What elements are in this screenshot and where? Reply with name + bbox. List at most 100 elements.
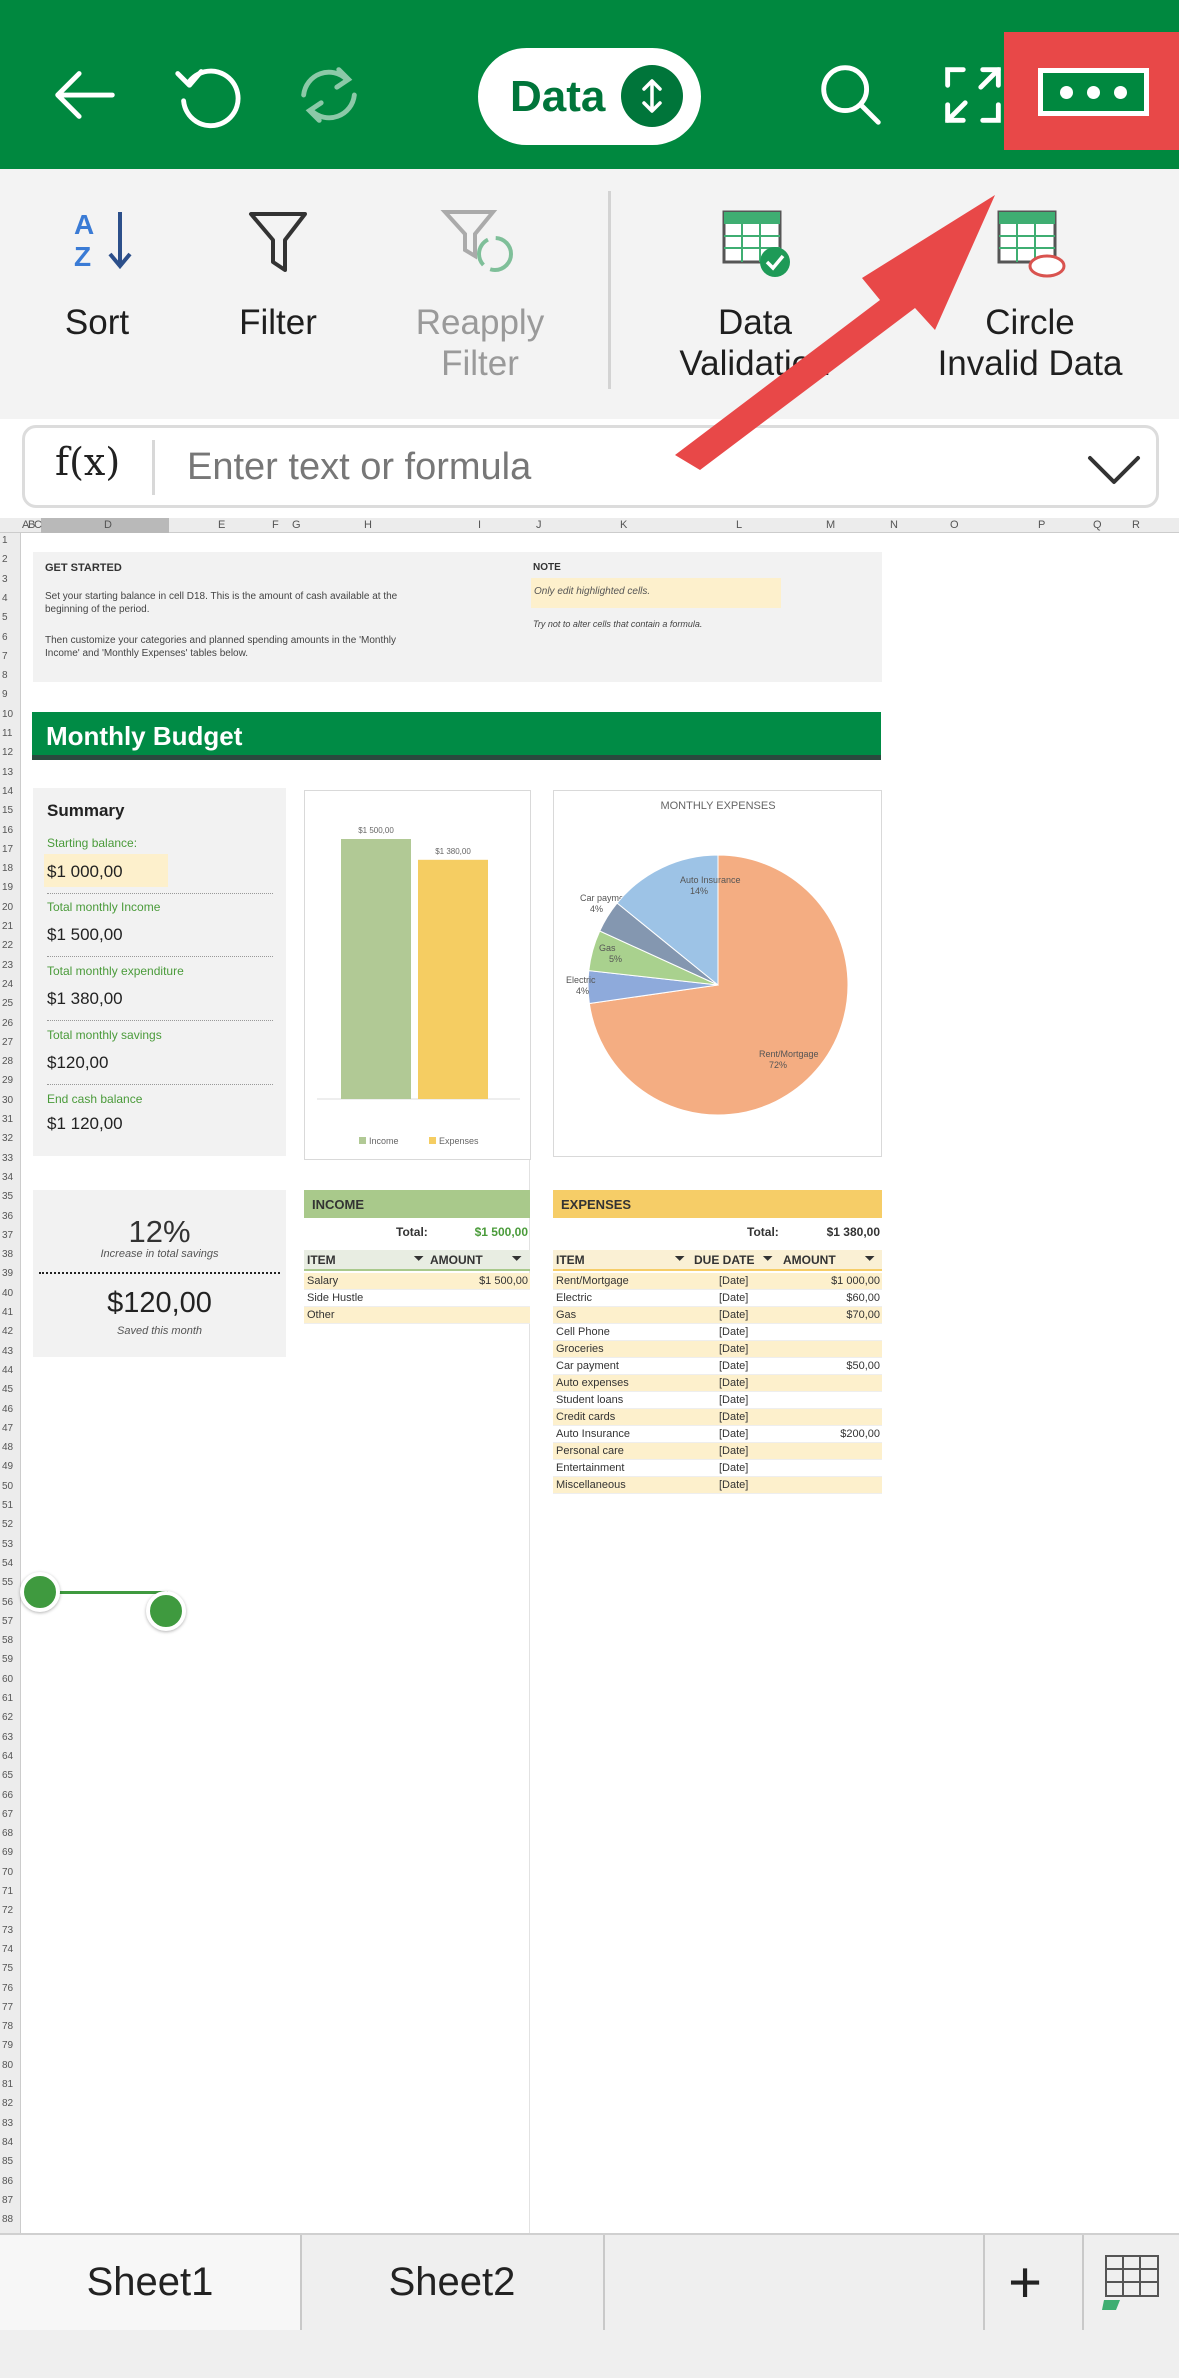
filter-dropdown-icon[interactable]: ⏷ [675,1251,685,1265]
redo-icon[interactable] [284,50,374,140]
row-header[interactable]: 77 [2,2001,14,2013]
starting-balance-cell[interactable] [44,854,168,887]
expense-row[interactable]: Miscellaneous [Date] [553,1477,882,1494]
row-header[interactable]: 57 [2,1615,14,1627]
column-header[interactable]: H [364,519,372,531]
row-header[interactable]: 88 [2,2214,14,2226]
add-sheet-icon[interactable]: + [1008,2250,1042,2315]
row-header[interactable]: 31 [2,1114,14,1125]
column-header[interactable]: P [1038,519,1046,531]
row-header[interactable]: 16 [2,824,14,836]
row-header[interactable]: 78 [2,2021,14,2033]
row-header[interactable]: 65 [2,1770,14,1782]
row-header[interactable]: 32 [2,1133,14,1145]
row-header[interactable]: 55 [2,1577,14,1589]
row-header[interactable]: 14 [2,785,14,797]
column-header[interactable]: B [28,519,36,531]
row-header[interactable]: 81 [2,2079,14,2090]
expense-row[interactable]: Personal care [Date] [553,1443,882,1460]
tab-sheet1[interactable]: Sheet1 [0,2235,300,2330]
income-row[interactable]: Side Hustle [304,1290,530,1307]
ribbon-tab-selector[interactable]: Data [478,48,701,145]
row-header[interactable]: 17 [2,843,14,855]
expense-row[interactable]: Electric [Date] $60,00 [553,1290,882,1307]
row-header[interactable]: 21 [2,921,14,932]
row-header[interactable]: 87 [2,2194,14,2206]
fullscreen-icon[interactable] [928,50,1018,140]
chevron-down-icon[interactable] [1086,444,1142,492]
row-header[interactable]: 45 [2,1384,14,1396]
row-header[interactable]: 7 [2,650,8,662]
filter-dropdown-icon[interactable]: ⏷ [414,1251,424,1265]
row-header[interactable]: 37 [2,1229,14,1241]
filter-button[interactable]: Filter [228,204,328,343]
row-header[interactable]: 56 [2,1596,14,1608]
row-header[interactable]: 85 [2,2156,14,2168]
column-header[interactable]: A [22,519,30,531]
column-header[interactable]: R [1132,519,1140,531]
row-header[interactable]: 68 [2,1828,14,1840]
row-header[interactable]: 75 [2,1963,14,1975]
row-header[interactable]: 80 [2,2059,14,2071]
column-header[interactable]: M [826,519,836,531]
row-header[interactable]: 15 [2,805,14,817]
filter-dropdown-icon[interactable]: ⏷ [865,1251,875,1265]
row-header[interactable]: 63 [2,1731,14,1743]
income-expenses-chart[interactable]: $1 500,00 $1 380,00 Income Expenses [304,790,531,1160]
row-header[interactable]: 27 [2,1036,14,1048]
row-header[interactable]: 62 [2,1712,14,1724]
expense-row[interactable]: Student loans [Date] [553,1392,882,1409]
row-header[interactable]: 83 [2,2117,14,2129]
function-icon[interactable]: f(x) [55,440,121,484]
row-header[interactable]: 59 [2,1654,14,1666]
selection-handle-end[interactable] [146,1591,186,1631]
row-header[interactable]: 47 [2,1422,14,1434]
row-header[interactable]: 51 [2,1500,14,1511]
circle-invalid-data-button[interactable]: Circle Invalid Data [925,204,1135,384]
row-header[interactable]: 1 [2,535,8,546]
row-header[interactable]: 25 [2,998,14,1010]
income-row[interactable]: Other [304,1307,530,1324]
data-validation-button[interactable]: Data Validation [660,204,850,384]
row-header[interactable]: 64 [2,1750,14,1762]
row-header[interactable]: 26 [2,1017,14,1029]
column-header[interactable]: O [950,519,959,531]
row-header[interactable]: 54 [2,1557,14,1569]
sheet-grid-icon[interactable] [1100,2250,1164,2314]
column-header[interactable]: Q [1093,519,1102,531]
row-header[interactable]: 12 [2,747,14,759]
row-header[interactable]: 40 [2,1287,14,1299]
column-header[interactable]: J [536,519,542,531]
row-header[interactable]: 70 [2,1866,14,1878]
row-header[interactable]: 61 [2,1693,14,1704]
row-header[interactable]: 4 [2,592,8,604]
row-header[interactable]: 82 [2,2098,14,2110]
row-header[interactable]: 39 [2,1268,14,1280]
row-header[interactable]: 66 [2,1789,14,1801]
filter-dropdown-icon[interactable]: ⏷ [763,1251,773,1265]
search-icon[interactable] [806,50,896,140]
row-header[interactable]: 9 [2,689,8,701]
column-header[interactable]: G [292,519,301,531]
row-header[interactable]: 38 [2,1249,14,1261]
row-header[interactable]: 19 [2,882,14,894]
row-header[interactable]: 33 [2,1152,14,1164]
row-header[interactable]: 10 [2,708,14,720]
row-header[interactable]: 29 [2,1075,14,1087]
row-header[interactable]: 49 [2,1461,14,1473]
row-header[interactable]: 20 [2,901,14,913]
row-header[interactable]: 71 [2,1886,14,1897]
row-header[interactable]: 86 [2,2175,14,2187]
row-header[interactable]: 42 [2,1326,14,1338]
row-header[interactable]: 36 [2,1210,14,1222]
row-header[interactable]: 3 [2,573,8,585]
column-header[interactable]: C [34,519,42,531]
expense-row[interactable]: Groceries [Date] [553,1341,882,1358]
row-header[interactable]: 24 [2,978,14,990]
row-header[interactable]: 74 [2,1943,14,1955]
reapply-filter-button[interactable]: Reapply Filter [405,204,555,384]
row-header[interactable]: 41 [2,1307,14,1318]
row-header[interactable]: 35 [2,1191,14,1203]
row-header[interactable]: 69 [2,1847,14,1859]
row-header[interactable]: 23 [2,959,14,971]
